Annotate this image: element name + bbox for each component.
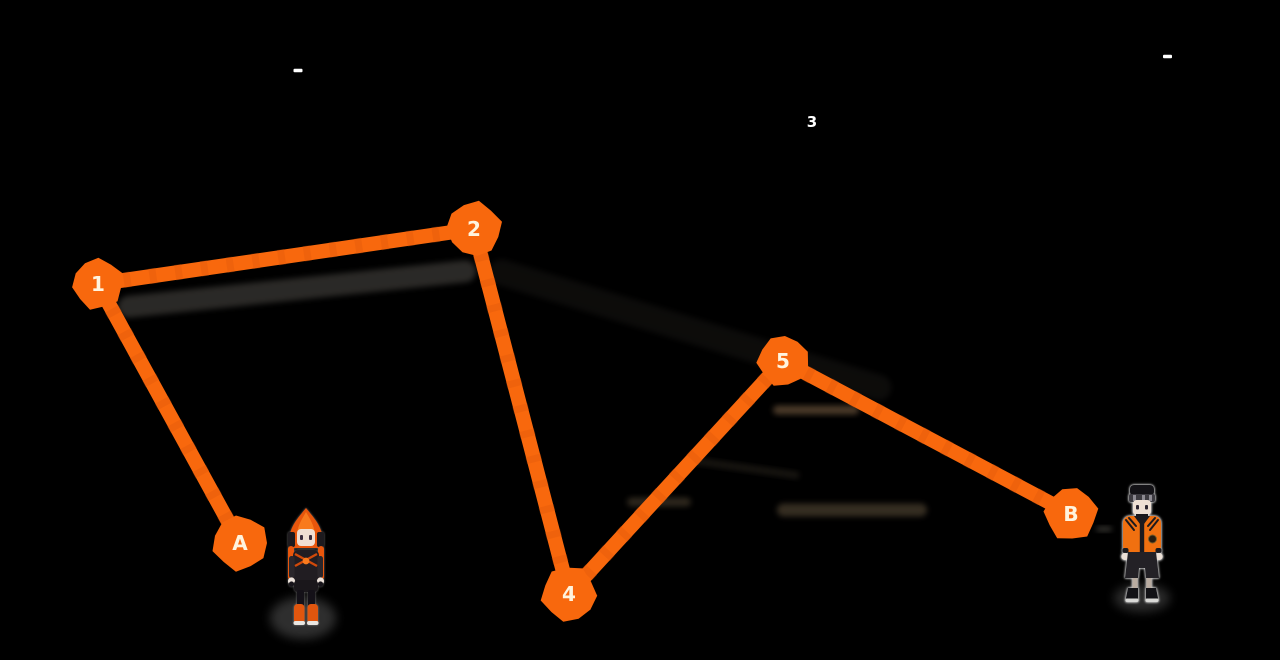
waypoint-marker-4[interactable] [540, 567, 598, 622]
jacket-stripe-right [1147, 517, 1159, 531]
jacket-stripe-left [1125, 517, 1137, 531]
headphone-left-icon [288, 532, 295, 547]
waypoint-label-B: B [1063, 502, 1078, 526]
cuff-right [1155, 548, 1162, 553]
boot-sole-left [293, 621, 305, 625]
route-segment-A-1 [90, 276, 248, 551]
skirt [294, 580, 318, 592]
route-segment-texture [466, 227, 577, 596]
hud-marks [293, 54, 1172, 73]
jacket-badge [1148, 534, 1157, 544]
cuff-left [1122, 548, 1129, 553]
waypoint-label-3: 3 [807, 113, 817, 131]
jacket-zip [1139, 516, 1145, 553]
orange-jacket-trainer-sprite[interactable] [1121, 485, 1163, 602]
boot-sole-right [307, 621, 319, 625]
ground-smudge [777, 503, 927, 517]
leg-right [308, 590, 315, 608]
hair-streak-1 [1133, 495, 1136, 501]
arm-right [317, 556, 323, 578]
baggy-shorts [1125, 552, 1159, 578]
ground-smudge [773, 405, 859, 415]
hud-dash-mark [1163, 54, 1172, 59]
headphone-right-icon [317, 532, 324, 547]
shin-left [1132, 578, 1138, 588]
hand-left [1121, 552, 1129, 561]
route-segment-texture [779, 354, 1075, 521]
route-segment-texture [563, 355, 789, 600]
ground-smudges [117, 259, 1170, 639]
waypoint-marker-B[interactable] [1043, 488, 1099, 539]
glove-left [288, 581, 295, 587]
hud-dash-mark [293, 68, 303, 73]
glove-right [317, 581, 324, 587]
sole-right [1145, 598, 1159, 602]
hair-streak-3 [1149, 495, 1152, 501]
eye-left [300, 535, 303, 540]
ground-smudge [1096, 526, 1112, 532]
waypoint-label-A: A [232, 531, 248, 555]
route-edges [90, 221, 1079, 602]
ground-smudge [1114, 584, 1170, 612]
waypoint-marker-1[interactable] [72, 257, 123, 310]
chest-emblem [302, 557, 310, 565]
sole-left [1125, 598, 1139, 602]
shoe-left [1126, 588, 1138, 601]
leg-left [297, 590, 304, 608]
waypoint-marker-A[interactable] [212, 515, 268, 572]
waypoint-label-4: 4 [562, 582, 576, 606]
eye-right [309, 535, 312, 540]
face [297, 529, 315, 546]
boot-left [294, 604, 305, 624]
jacket-collar [1134, 516, 1150, 524]
hooded-orange-trainer-sprite[interactable] [287, 508, 325, 625]
arm-left [289, 556, 295, 578]
waypoint-label-2: 2 [467, 217, 481, 241]
route-nodes: A 1 2 3 4 5 B [72, 113, 1099, 622]
torso-jacket [293, 550, 319, 582]
route-segment-2-4 [466, 221, 577, 602]
hand-right [1155, 552, 1163, 561]
shoe-right [1146, 588, 1158, 601]
boot-right [307, 604, 318, 624]
waypoint-label-1: 1 [91, 272, 105, 296]
beanie-hat [1130, 485, 1154, 496]
waypoint-marker-5[interactable] [756, 336, 809, 386]
ground-smudge [117, 260, 477, 318]
ground-smudge [690, 457, 800, 479]
face [1133, 500, 1151, 515]
route-segment-texture [96, 221, 476, 292]
eye-right [1145, 505, 1148, 510]
shin-right [1146, 578, 1152, 588]
hair-streak-2 [1142, 495, 1145, 501]
eye-left [1136, 505, 1139, 510]
waypoint-marker-2[interactable] [446, 200, 502, 256]
route-segment-4-5 [561, 353, 791, 602]
waypoint-label-5: 5 [776, 349, 790, 373]
route-segment-5-B [775, 353, 1079, 522]
route-segment-1-2 [90, 221, 482, 292]
